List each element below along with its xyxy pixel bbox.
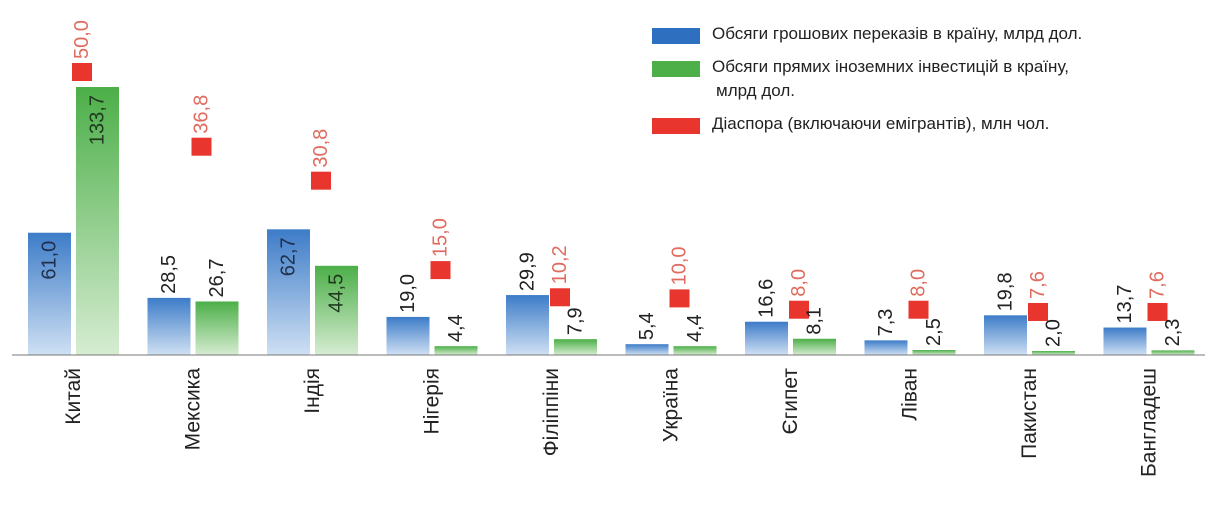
value-label-diaspora: 8,0: [788, 269, 810, 297]
value-label-remittances: 28,5: [158, 255, 180, 294]
value-label-fdi: 2,3: [1162, 319, 1184, 347]
value-label-diaspora: 36,8: [191, 95, 213, 134]
marker-diaspora: [669, 289, 690, 308]
bar-remittances: [267, 229, 310, 355]
bar-remittances: [984, 315, 1027, 355]
marker-diaspora: [311, 171, 331, 190]
bar-fdi: [554, 339, 597, 355]
bar-fdi: [434, 346, 478, 355]
marker-diaspora: [72, 63, 92, 81]
category-label: Єгипет: [779, 368, 802, 435]
bar-fdi: [315, 265, 358, 355]
legend: Обсяги грошових переказів в країну, млрд…: [652, 22, 1197, 145]
value-label-remittances: 16,6: [756, 279, 778, 318]
bar-fdi: [1032, 350, 1075, 355]
value-label-diaspora: 7,6: [1027, 271, 1049, 299]
bar-fdi: [912, 349, 956, 355]
value-label-fdi: 4,4: [445, 314, 467, 342]
value-label-diaspora: 8,0: [908, 269, 930, 297]
marker-diaspora: [789, 300, 809, 319]
bar-fdi: [76, 87, 119, 355]
value-label-remittances: 5,4: [636, 312, 658, 340]
legend-item-fdi: Обсяги прямих іноземних інвестицій в кра…: [652, 55, 1197, 103]
marker-diaspora: [550, 288, 570, 307]
value-label-diaspora: 10,0: [669, 246, 691, 285]
value-label-remittances: 62,7: [278, 237, 300, 276]
bar-fdi: [1151, 350, 1195, 355]
category-label: Бангладеш: [1138, 368, 1161, 477]
marker-diaspora: [430, 261, 451, 280]
bar-fdi: [793, 338, 836, 355]
bar-remittances: [506, 295, 549, 355]
legend-label-fdi-line-2: млрд дол.: [716, 81, 795, 100]
value-label-diaspora: 50,0: [71, 20, 93, 59]
bar-remittances: [864, 340, 908, 355]
legend-label-fdi-line-1: Обсяги прямих іноземних інвестицій в кра…: [712, 57, 1069, 76]
category-label: Нігерія: [421, 368, 444, 434]
bar-fdi: [673, 346, 717, 355]
value-label-remittances: 19,8: [995, 272, 1017, 311]
category-label: Ліван: [899, 368, 922, 421]
legend-item-remittances: Обсяги грошових переказів в країну, млрд…: [652, 22, 1197, 46]
legend-label-remittances: Обсяги грошових переказів в країну, млрд…: [712, 24, 1083, 43]
value-label-fdi: 133,7: [87, 95, 109, 145]
value-label-remittances: 61,0: [39, 241, 61, 280]
value-label-remittances: 7,3: [875, 309, 897, 337]
bar-remittances: [625, 344, 669, 355]
legend-swatch-remittances: [652, 28, 700, 44]
legend-swatch-diaspora: [652, 118, 700, 134]
category-label: Мексика: [182, 368, 205, 451]
marker-diaspora: [1028, 302, 1048, 321]
category-label: Пакистан: [1018, 368, 1041, 459]
labels-layer: 61,0 133,7 50,0 Китай 28,5 26,7 36,8 Мексика 62,…: [39, 20, 1185, 477]
category-label: Україна: [660, 368, 683, 442]
value-label-diaspora: 10,2: [549, 245, 571, 284]
bar-fdi: [195, 301, 239, 355]
value-label-remittances: 29,9: [517, 252, 539, 291]
value-label-fdi: 44,5: [326, 274, 348, 313]
value-label-fdi: 26,7: [206, 259, 228, 298]
category-label: Філіппіни: [540, 368, 563, 456]
marker-diaspora: [908, 300, 929, 319]
value-label-fdi: 7,9: [565, 307, 587, 335]
legend-label-diaspora: Діаспора (включаючи емігрантів), млн чол…: [712, 114, 1050, 133]
value-label-fdi: 4,4: [684, 314, 706, 342]
value-label-diaspora: 30,8: [310, 129, 332, 168]
value-label-fdi: 2,5: [923, 318, 945, 346]
bar-remittances: [745, 321, 788, 355]
value-label-fdi: 8,1: [804, 307, 826, 335]
bars-layer: [28, 63, 1195, 355]
legend-swatch-fdi: [652, 61, 700, 77]
marker-diaspora: [191, 137, 212, 156]
category-label: Індія: [301, 368, 324, 414]
value-label-diaspora: 7,6: [1147, 271, 1169, 299]
bar-remittances: [28, 232, 71, 355]
bar-remittances: [386, 316, 430, 355]
value-label-remittances: 13,7: [1114, 285, 1136, 324]
category-label: Китай: [62, 368, 85, 425]
bar-remittances: [1103, 327, 1147, 355]
value-label-remittances: 19,0: [397, 274, 419, 313]
bar-remittances: [147, 297, 191, 355]
legend-item-diaspora: Діаспора (включаючи емігрантів), млн чол…: [652, 112, 1197, 136]
value-label-diaspora: 15,0: [430, 218, 452, 257]
value-label-fdi: 2,0: [1043, 319, 1065, 347]
marker-diaspora: [1147, 302, 1168, 321]
